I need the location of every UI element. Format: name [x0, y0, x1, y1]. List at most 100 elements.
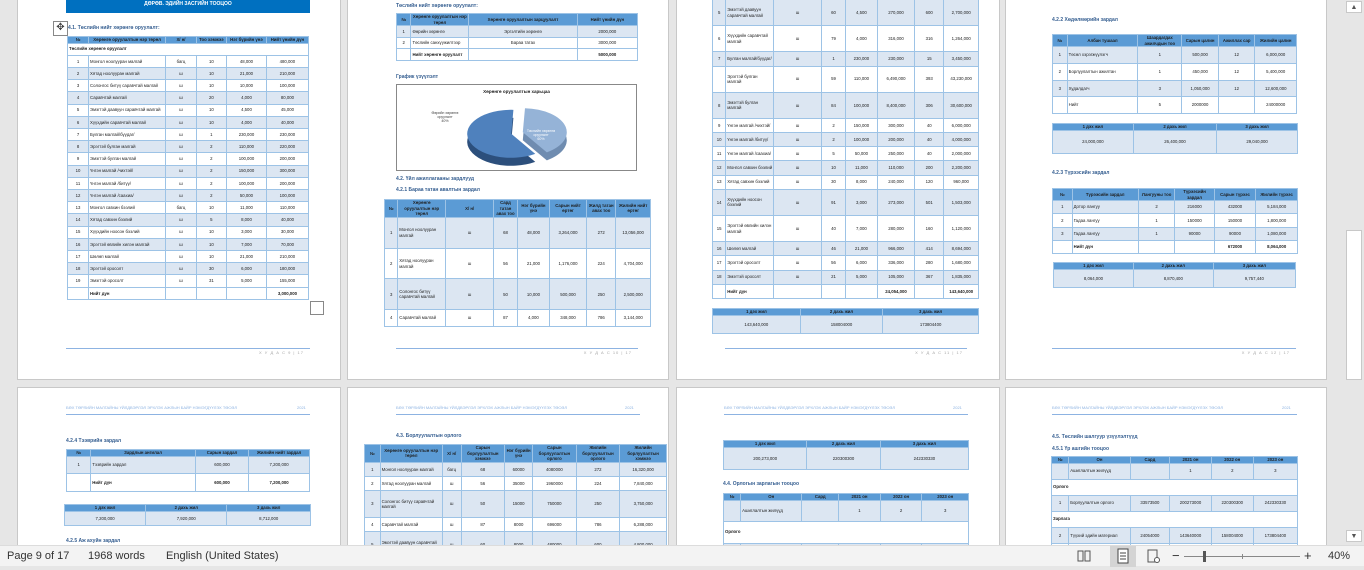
table-resize-handle[interactable]: [310, 301, 324, 315]
table-cell: 40,000: [265, 213, 310, 227]
column-header: 1 дэх жил: [63, 504, 147, 512]
table-cell: Булган малгай/бүүдаг/: [88, 127, 167, 142]
table-row: 1 Өөрийн хөрөнгө Эргэлтийн хөрөнгө 2000,000: [395, 25, 639, 38]
table-row: Эрэгтэй булган малгай ш 59 110,000 6,490,000…: [711, 65, 979, 93]
table-cell: 2000,000: [576, 25, 639, 38]
table-cell: [1050, 462, 1070, 480]
table-cell: 272: [586, 216, 617, 249]
table-cell: [165, 286, 197, 301]
table-move-handle[interactable]: ✥: [53, 21, 68, 36]
table-cell: Хятад савхин бээлий: [725, 174, 775, 190]
table-cell: 200,273,000: [722, 446, 808, 471]
column-header: Нэг бүрийн үнэ: [504, 444, 534, 463]
scroll-down-button[interactable]: ▼: [1346, 530, 1362, 542]
table-cell: 68: [493, 216, 518, 249]
table-cell: 158004000: [1210, 526, 1254, 544]
scroll-thumb[interactable]: [1346, 230, 1362, 380]
rent-yearly-table: 1 дэх жил 2 дахь жил 3 дахь жил 8,064,000 8,…: [1053, 262, 1297, 289]
table-row: Орлого: [1051, 478, 1298, 496]
header-line: [66, 414, 310, 415]
table-row: 14 Хүүхдийн ноосон бээлий ш 91 3,000 273,000 5…: [711, 188, 979, 216]
table-row: 1 Төсөл хэрэгжүүлэгч 1 500,000 12 6,000,000: [1052, 46, 1297, 64]
table-cell: 110,000: [226, 140, 267, 154]
language-indicator[interactable]: English (United States): [166, 550, 279, 562]
table-cell: 50: [460, 490, 506, 519]
table-header-row: 1 дэх жил 2 дахь жил 3 дахь жил: [712, 308, 979, 316]
scroll-up-button[interactable]: ▲: [1346, 1, 1362, 13]
table-cell: 8,064,000: [1053, 268, 1134, 289]
column-header: 2022 он: [1210, 456, 1254, 464]
zoom-slider[interactable]: [1184, 551, 1300, 562]
table-row: 13 Монгол савхин бээлий багц 10 11,000 110,00…: [66, 201, 310, 215]
table-cell: 1: [66, 54, 90, 68]
table-cell: 5: [66, 103, 90, 117]
table-row: 8 Эмэгтэй булган малгай ш 84 100,000 8,400,00…: [711, 91, 979, 119]
table-row: 4 Саравчтай малгай ш 20 4,000 80,000: [66, 91, 310, 105]
table-cell: 240,000: [876, 174, 916, 190]
table-cell: [821, 283, 846, 300]
table-cell: 230,000: [265, 127, 310, 142]
table-cell: 600: [914, 0, 945, 27]
table-row: 10 Үнгэн малгай /битүү/ш 2 100,000 200,000 40…: [711, 132, 979, 148]
zoom-in-button[interactable]: +: [1304, 548, 1312, 563]
running-header-year: 2021: [297, 405, 306, 410]
section-heading: 4.2.4 Тээврийн зардал: [66, 438, 122, 444]
table-cell: ш: [773, 188, 823, 216]
read-mode-icon[interactable]: [1077, 549, 1091, 563]
table-cell: багц: [441, 461, 462, 478]
table-cell: 13: [711, 174, 727, 190]
table-cell: ш: [773, 91, 823, 119]
table-cell: 1: [395, 25, 412, 38]
table-cell: 250,000: [876, 146, 916, 162]
table-row: 16 Шөлөп малгай ш 46 21,000 966,000 414 8,694,0…: [711, 241, 979, 257]
table-cell: 143,640,000: [712, 314, 801, 335]
web-layout-icon[interactable]: [1146, 549, 1160, 563]
column-header: 1 дэх жил: [1053, 262, 1134, 270]
column-header: Х/ н/: [445, 199, 495, 218]
table-cell: ш: [773, 241, 823, 257]
table-cell: 7,000: [844, 214, 878, 243]
table-cell: Нийт дүн: [90, 473, 196, 492]
table-cell: Солонгос битүү саравчтай малгай: [88, 79, 167, 93]
table-cell: 46: [821, 241, 846, 257]
column-header: №: [1052, 33, 1068, 48]
zoom-level[interactable]: 40%: [1328, 550, 1351, 562]
table-cell: 5,000: [226, 274, 267, 288]
footer-line: [725, 348, 967, 349]
table-cell: 230,000: [844, 51, 878, 67]
table-cell: Хятад ноолууран малгай: [88, 66, 167, 81]
table-row: 3 Гадаа лангуу 1 90000 90000 1,080,000: [1052, 226, 1298, 241]
column-header: 2 дахь жил: [1132, 123, 1218, 131]
vertical-scrollbar[interactable]: ▲ ▼: [1345, 0, 1364, 545]
column-header: Жилийн борлуулалтын хэмжээ: [619, 444, 667, 463]
table-row: 2 Хятад ноолууран малгай ш 10 21,000 210,000: [66, 66, 310, 81]
table-cell: 210,000: [265, 250, 310, 264]
table-cell: 6: [66, 115, 90, 130]
table-cell: 2: [1052, 62, 1068, 81]
transport-yearly-table: 1 дэх жил 2 дахь жил 3 дахь жил 7,200,000 7,…: [63, 504, 311, 527]
table-cell: 696000: [532, 517, 577, 533]
print-layout-icon[interactable]: [1110, 546, 1136, 567]
table-cell: 230,000: [226, 127, 267, 142]
table-cell: 20: [195, 91, 228, 105]
table-cell: Ашиглалтын жилүүд: [740, 499, 803, 523]
page-footer: Х У Д А С 9 | 17: [259, 350, 304, 355]
table-cell: 6,490,000: [876, 65, 916, 93]
table-cell: 1: [383, 216, 399, 249]
table-cell: 7: [66, 127, 90, 142]
table-cell: 200,000: [265, 176, 310, 191]
table-cell: 3: [1052, 226, 1073, 241]
table-cell: 2,000,000: [943, 146, 979, 162]
table-cell: 30: [195, 262, 228, 276]
zoom-out-button[interactable]: −: [1172, 548, 1180, 563]
table-row: 15 Хүүхдийн нооcон бээлий ш 10 3,000 30,000: [66, 225, 310, 239]
word-count[interactable]: 1968 words: [88, 550, 145, 562]
table-cell: 7,200,000: [248, 455, 310, 475]
table-cell: ш: [165, 140, 197, 154]
column-header: Сарын нийт өртөг: [548, 199, 588, 218]
table-row: 18 Эрэгтэй оросолт ш 30 6,000 180,000: [66, 262, 310, 276]
column-header: Жилийн түрээс: [1255, 187, 1298, 202]
table-cell: [468, 48, 578, 61]
zoom-slider-thumb[interactable]: [1203, 551, 1206, 562]
page-count[interactable]: Page 9 of 17: [7, 550, 70, 562]
